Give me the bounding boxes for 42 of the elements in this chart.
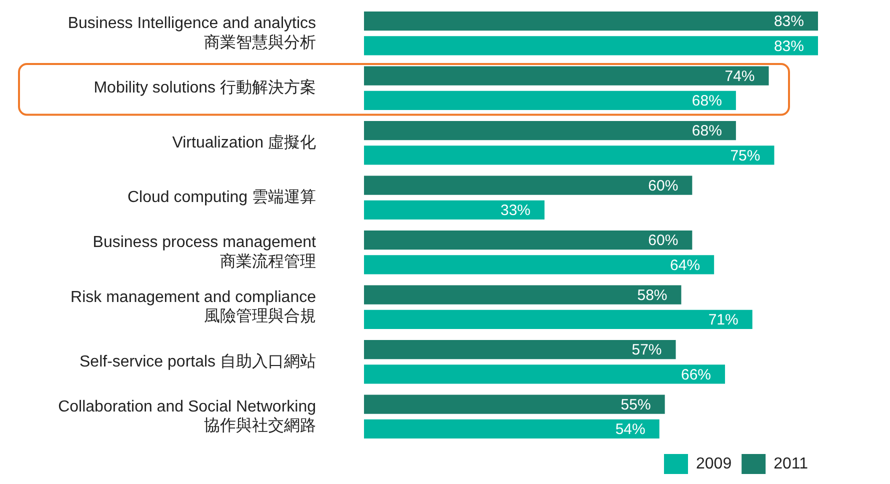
data-label: 60% — [648, 177, 678, 194]
bar — [364, 36, 818, 56]
data-label: 60% — [648, 232, 678, 250]
y-tick-label: Business Intelligence and analytics 商業智慧與分析 — [68, 15, 316, 52]
data-label: 71% — [708, 312, 738, 329]
bar — [364, 146, 774, 165]
bar — [364, 419, 660, 439]
bar — [364, 66, 769, 86]
bar — [364, 200, 545, 220]
y-tick-label: Virtualization 虛擬化 — [172, 133, 316, 152]
data-label: 54% — [615, 421, 646, 438]
bar — [364, 176, 692, 195]
bar — [364, 394, 665, 414]
y-tick-label: Collaboration and Social Networking 協作與社交網路 — [58, 398, 316, 435]
y-tick-label: Mobility solutions 行動解決方案 — [94, 78, 316, 97]
data-label: 68% — [692, 92, 722, 110]
data-label: 66% — [680, 366, 712, 384]
y-tick-label: Cloud computing 雲端運算 — [127, 188, 316, 206]
data-label: 64% — [670, 256, 700, 274]
data-label: 75% — [730, 147, 760, 164]
bar — [364, 90, 736, 110]
data-label: 68% — [692, 122, 722, 140]
y-tick-label: Risk management and compliance 風險管理與合規 — [70, 288, 316, 326]
bar — [364, 11, 818, 31]
data-label: 55% — [620, 396, 651, 414]
data-label: 33% — [500, 202, 531, 220]
data-label: 57% — [632, 342, 662, 359]
bar — [364, 364, 726, 384]
bar — [364, 230, 692, 250]
bar — [364, 285, 682, 304]
legend-label: 2009 — [696, 455, 732, 472]
bar — [364, 310, 752, 330]
data-label: 74% — [724, 68, 755, 85]
bar — [364, 120, 736, 140]
legend-label: 2011 — [774, 455, 808, 472]
bar — [364, 340, 676, 360]
y-tick-label: Self-service portals 自助入口網站 — [80, 352, 316, 370]
data-label: 83% — [774, 38, 804, 55]
bar — [364, 255, 714, 274]
data-label: 83% — [774, 13, 804, 30]
y-tick-label: Business process management 商業流程管理 — [92, 234, 317, 270]
data-label: 58% — [637, 286, 668, 304]
